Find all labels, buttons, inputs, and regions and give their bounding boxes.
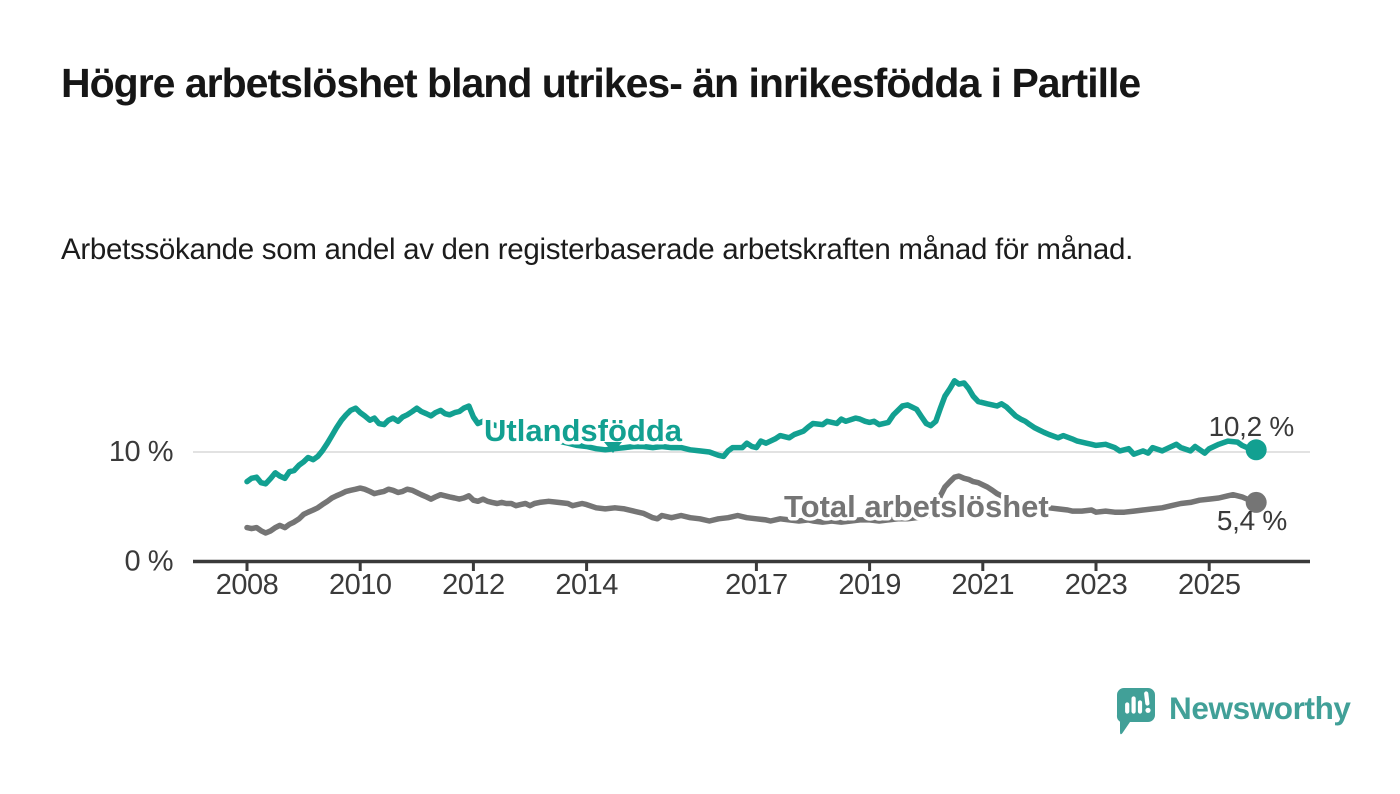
total-arbetsloshet-label: Total arbetslöshet bbox=[784, 489, 1049, 524]
x-tick-label: 2023 bbox=[1065, 569, 1128, 601]
total-arbetsloshet-end-dot bbox=[1245, 491, 1267, 513]
utlandsfodda-end-value: 10,2 % bbox=[1209, 411, 1294, 442]
x-tick-label: 2010 bbox=[329, 569, 392, 601]
exclamation-dot bbox=[1145, 707, 1151, 713]
total-arbetsloshet-end-value: 5,4 % bbox=[1217, 505, 1287, 536]
utlandsfodda-label-arrow bbox=[604, 442, 622, 453]
y-tick-label: 10 % bbox=[109, 436, 173, 468]
x-tick-label: 2025 bbox=[1178, 569, 1241, 601]
x-tick-label: 2017 bbox=[725, 569, 788, 601]
mini-bar-chart bbox=[1125, 691, 1150, 714]
utlandsfodda-end-dot bbox=[1245, 439, 1267, 461]
x-tick-label: 2021 bbox=[952, 569, 1015, 601]
chart-title: Högre arbetslöshet bland utrikes- än inr… bbox=[61, 60, 1141, 106]
utlandsfodda-label: Utlandsfödda bbox=[484, 413, 683, 448]
utlandsfodda-line bbox=[244, 378, 1259, 487]
x-tick-label: 2019 bbox=[838, 569, 901, 601]
x-tick-label: 2008 bbox=[216, 569, 279, 601]
newsworthy-logo: Newsworthy bbox=[1115, 685, 1351, 737]
newsworthy-logo-text: Newsworthy bbox=[1169, 690, 1351, 726]
y-tick-label: 0 % bbox=[125, 546, 173, 578]
newsworthy-bubble-chart-icon bbox=[1116, 688, 1155, 735]
chart-subtitle: Arbetssökande som andel av den registerb… bbox=[61, 233, 1134, 266]
total-arbetsloshet-line bbox=[244, 473, 1259, 536]
x-tick-label: 2012 bbox=[442, 569, 505, 601]
x-tick-label: 2014 bbox=[555, 569, 618, 601]
